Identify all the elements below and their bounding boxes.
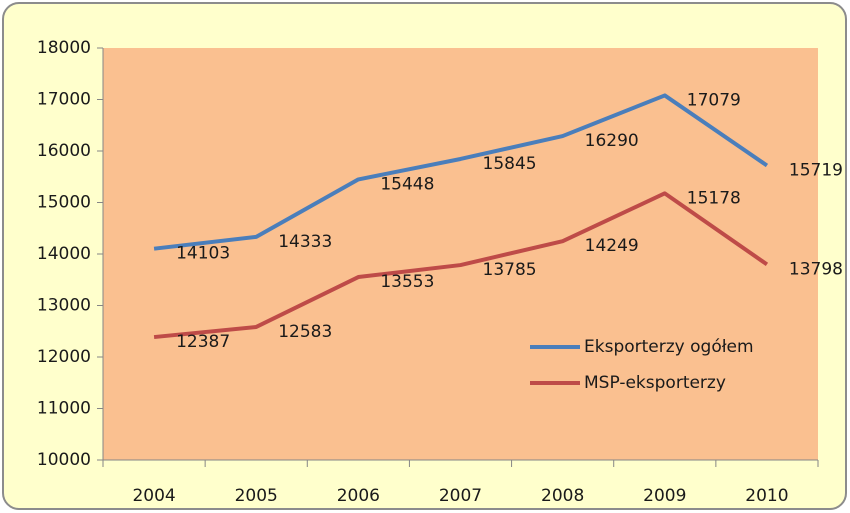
data-label: 13785 bbox=[483, 260, 537, 280]
x-tick-label: 2010 bbox=[745, 486, 788, 506]
data-label: 16290 bbox=[585, 131, 639, 151]
y-tick-label: 17000 bbox=[37, 90, 91, 110]
x-tick-label: 2005 bbox=[235, 486, 278, 506]
data-label: 14249 bbox=[585, 236, 639, 256]
series-line bbox=[153, 93, 769, 251]
y-tick-label: 11000 bbox=[37, 399, 91, 419]
y-tick-label: 13000 bbox=[37, 296, 91, 316]
legend-label: Eksporterzy ogółem bbox=[584, 337, 754, 357]
x-tick-label: 2008 bbox=[541, 486, 584, 506]
legend-label: MSP-eksporterzy bbox=[584, 373, 726, 393]
data-label: 15448 bbox=[380, 174, 434, 194]
series-line bbox=[153, 191, 769, 340]
x-tick-label: 2006 bbox=[337, 486, 380, 506]
data-label: 13553 bbox=[380, 272, 434, 292]
x-tick-label: 2007 bbox=[439, 486, 482, 506]
data-label: 15178 bbox=[687, 188, 741, 208]
data-label: 14333 bbox=[278, 232, 332, 252]
y-tick-label: 12000 bbox=[37, 347, 91, 367]
data-label: 14103 bbox=[176, 244, 230, 264]
y-tick-label: 18000 bbox=[37, 38, 91, 58]
y-tick-label: 10000 bbox=[37, 450, 91, 470]
y-tick-label: 14000 bbox=[37, 244, 91, 264]
data-label: 15845 bbox=[483, 154, 537, 174]
y-tick-label: 15000 bbox=[37, 193, 91, 213]
x-tick-label: 2004 bbox=[132, 486, 175, 506]
data-label: 17079 bbox=[687, 90, 741, 110]
data-label: 13798 bbox=[789, 259, 843, 279]
data-label: 12387 bbox=[176, 332, 230, 352]
data-label: 12583 bbox=[278, 322, 332, 342]
y-tick-label: 16000 bbox=[37, 141, 91, 161]
data-label: 15719 bbox=[789, 160, 843, 180]
x-tick-label: 2009 bbox=[643, 486, 686, 506]
